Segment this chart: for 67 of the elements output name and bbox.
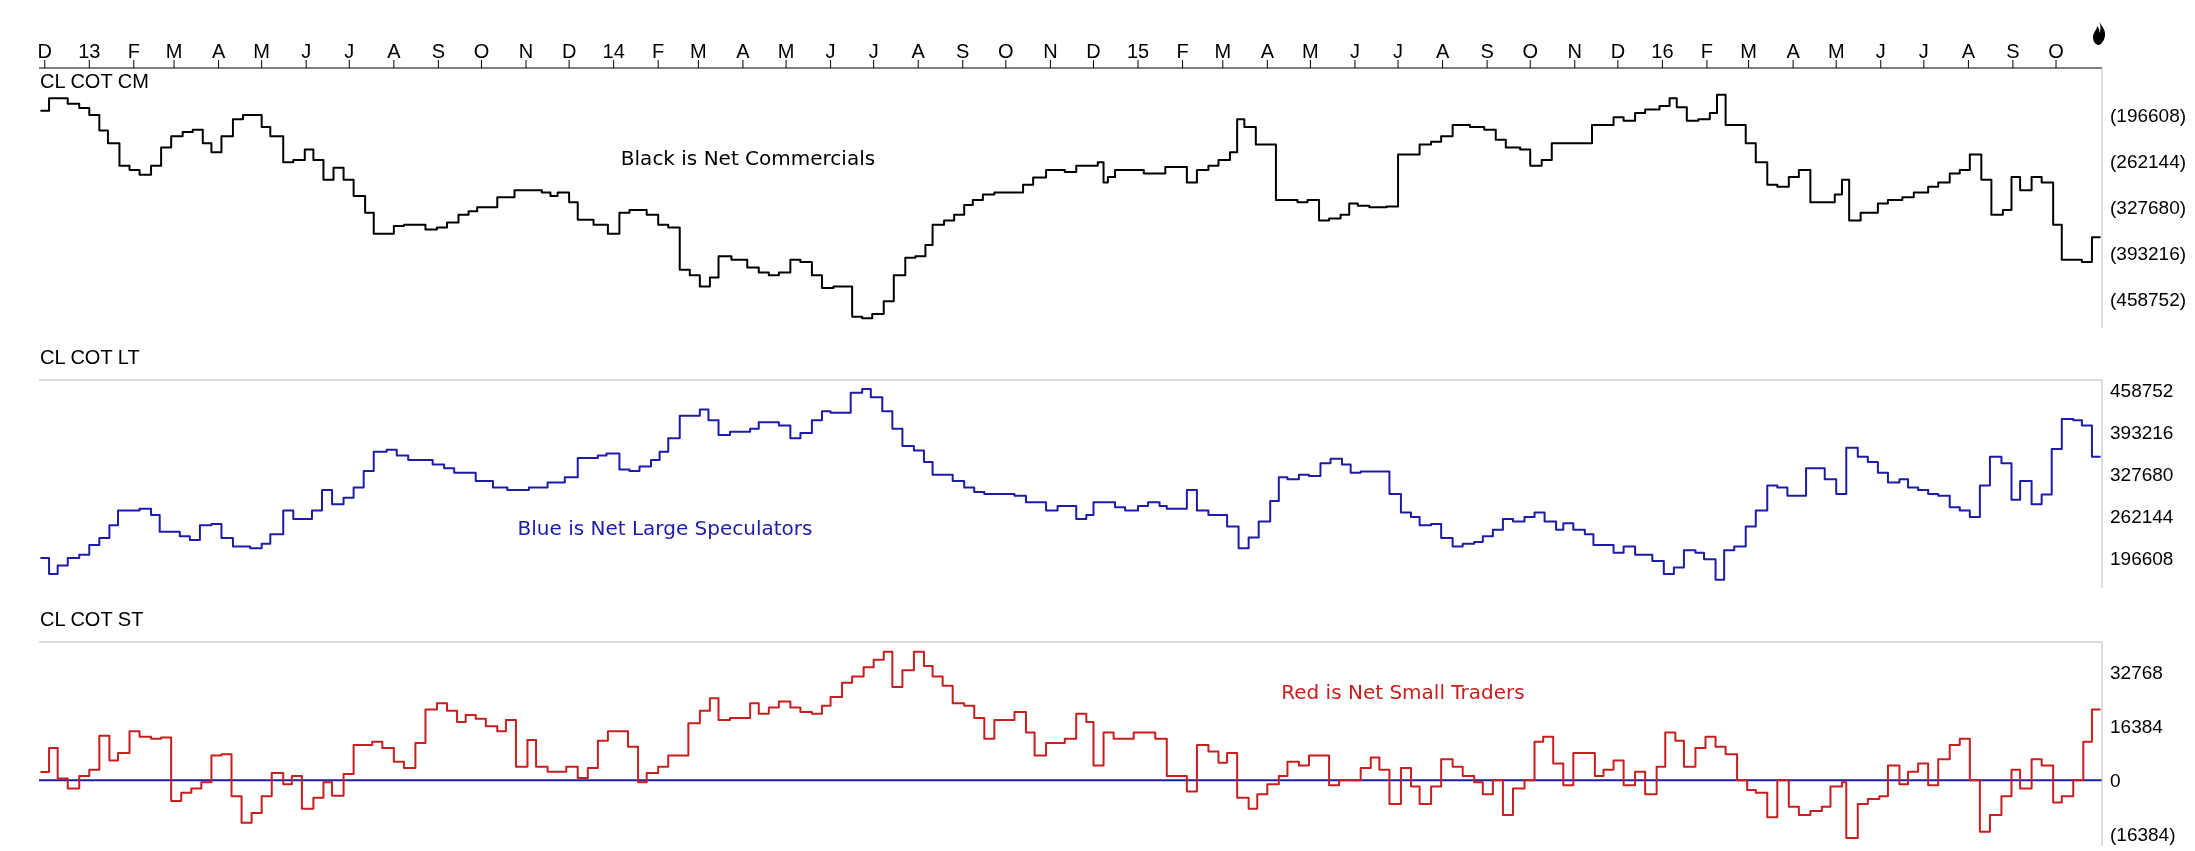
x-tick-label: M (777, 40, 795, 62)
x-tick-label: J (1393, 40, 1404, 62)
x-tick-label: F (1176, 40, 1189, 62)
x-tick-label: N (1567, 40, 1582, 62)
x-tick-label: J (1349, 40, 1360, 62)
y-tick-label: (16384) (2110, 823, 2176, 845)
x-tick-label: A (1435, 40, 1450, 62)
chart-title: CL COT LT (40, 346, 140, 369)
y-tick-label: 262144 (2110, 505, 2174, 527)
y-tick-label: 16384 (2110, 716, 2164, 738)
y-tick-label: 0 (2110, 769, 2121, 791)
x-tick-label: J (1918, 40, 1929, 62)
y-tick-label: (327680) (2110, 196, 2187, 218)
y-tick-label: 327680 (2110, 464, 2174, 486)
x-tick-label: M (1740, 40, 1757, 62)
y-tick-label: 32768 (2110, 662, 2163, 684)
x-tick-label: F (1700, 40, 1714, 62)
x-tick-label: M (690, 40, 707, 62)
y-tick-label: (393216) (2110, 242, 2187, 264)
x-tick-label: A (1786, 40, 1801, 62)
y-tick-label: (196608) (2110, 104, 2187, 126)
x-tick-label: J (301, 40, 312, 62)
x-tick-label: M (1827, 40, 1845, 62)
x-tick-label: A (736, 40, 751, 62)
x-tick-label: S (1480, 40, 1494, 62)
x-tick-label: J (344, 40, 355, 62)
x-tick-label: S (2006, 40, 2020, 62)
chart-title: CL COT CM (40, 70, 149, 93)
x-tick-label: M (165, 40, 183, 62)
y-tick-label: 393216 (2110, 422, 2174, 444)
y-tick-label: (458752) (2110, 288, 2187, 310)
annotation: Red is Net Small Traders (1281, 680, 1525, 704)
x-tick-label: F (652, 40, 665, 62)
x-tick-label: O (2048, 40, 2064, 62)
x-tick-label: J (1875, 40, 1886, 62)
annotation: Blue is Net Large Speculators (517, 516, 813, 540)
x-tick-label: A (387, 40, 402, 62)
x-tick-label: D (1610, 40, 1626, 62)
x-tick-label: N (518, 40, 534, 62)
x-tick-label: 15 (1126, 40, 1150, 62)
x-tick-label: O (473, 40, 490, 62)
y-tick-label: (262144) (2110, 150, 2187, 172)
x-tick-label: M (253, 40, 271, 62)
x-tick-label: A (211, 40, 226, 62)
x-tick-label: D (561, 40, 577, 62)
x-tick-label: M (1214, 40, 1232, 62)
x-tick-label: 13 (78, 40, 101, 62)
x-tick-label: O (998, 40, 1014, 62)
y-tick-label: 196608 (2110, 547, 2174, 569)
x-tick-label: A (1260, 40, 1275, 62)
x-tick-label: D (37, 40, 52, 62)
chart-title: CL COT ST (40, 608, 144, 631)
x-tick-label: O (1522, 40, 1538, 62)
x-tick-label: S (956, 40, 970, 62)
x-tick-label: 14 (602, 40, 625, 62)
y-tick-label: 458752 (2110, 380, 2174, 402)
x-tick-label: S (431, 40, 446, 62)
x-tick-label: J (868, 40, 879, 62)
x-tick-label: A (1961, 40, 1976, 62)
x-tick-label: N (1043, 40, 1058, 62)
x-tick-label: D (1086, 40, 1101, 62)
x-tick-label: 16 (1651, 40, 1674, 62)
x-tick-label: F (127, 40, 140, 62)
x-tick-label: J (825, 40, 836, 62)
x-tick-label: M (1302, 40, 1319, 62)
x-tick-label: A (911, 40, 926, 62)
annotation: Black is Net Commercials (620, 146, 876, 170)
